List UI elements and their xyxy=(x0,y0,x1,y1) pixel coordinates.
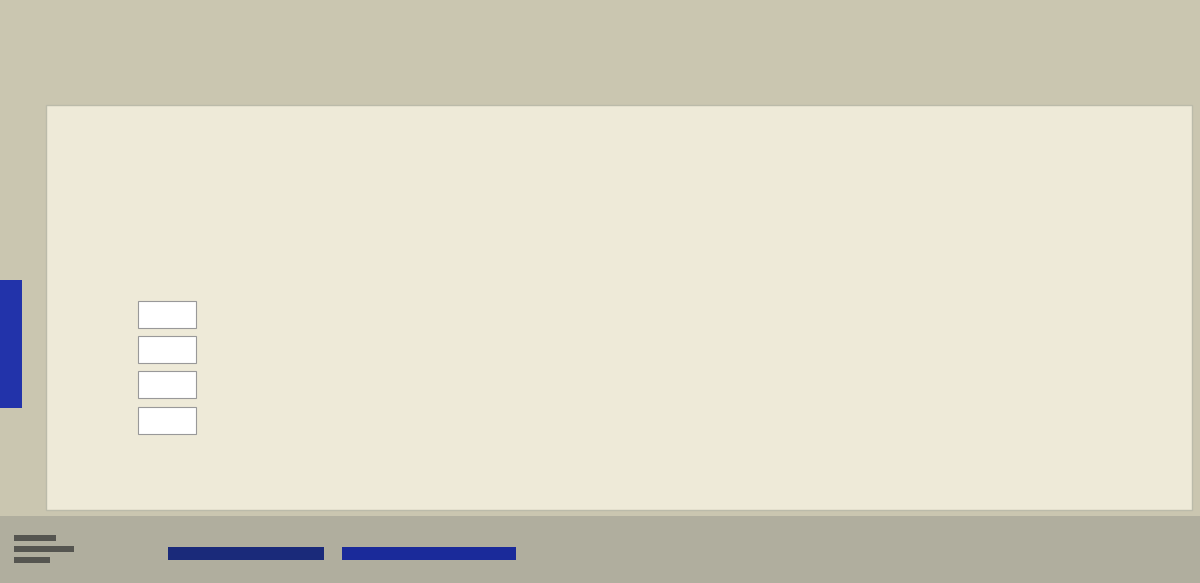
Text: ,: , xyxy=(200,424,205,439)
Text: ,: , xyxy=(200,353,205,368)
Text: $b =$: $b =$ xyxy=(65,339,90,355)
Text: $d =$: $d =$ xyxy=(65,410,90,426)
Text: $a =$: $a =$ xyxy=(65,304,89,319)
Text: If the parametric curve starts at $(7, -3)$ when $t = 0$ and ends at $(8, 2)$ at: If the parametric curve starts at $(7, -… xyxy=(65,277,812,296)
Text: $x \ = \ a + bt$: $x \ = \ a + bt$ xyxy=(720,204,811,222)
Text: Homework 11 Parametric: Problem 1: Homework 11 Parametric: Problem 1 xyxy=(114,15,690,43)
Text: ,: , xyxy=(200,388,205,403)
Text: Suppose parametric equations for the line segment between $(7, -3)$ and $(8, 2)$: Suppose parametric equations for the lin… xyxy=(82,131,775,150)
Text: ...: ... xyxy=(186,526,194,537)
Text: $c =$: $c =$ xyxy=(65,374,89,389)
Text: ,: , xyxy=(200,318,205,333)
Text: $y \ = \ c + dt$: $y \ = \ c + dt$ xyxy=(720,242,810,264)
